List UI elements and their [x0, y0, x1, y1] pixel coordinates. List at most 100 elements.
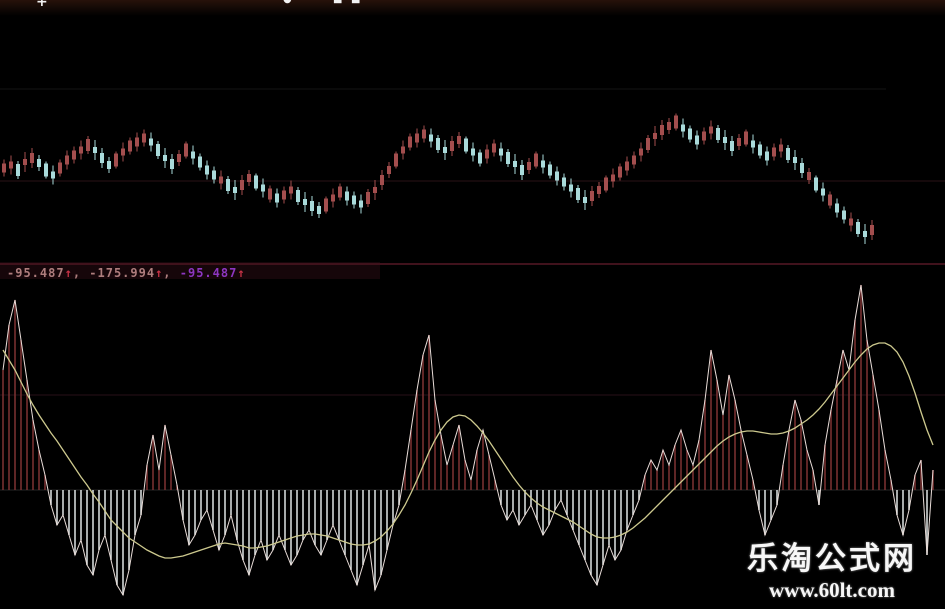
candle-body	[44, 163, 48, 177]
candle-body	[359, 200, 363, 208]
candle-body	[2, 163, 6, 173]
candle-body	[100, 153, 104, 163]
candle-body	[415, 133, 419, 143]
candle-body	[842, 210, 846, 220]
up-arrow-icon: ↑	[155, 266, 164, 280]
candle-body	[380, 175, 384, 185]
candle-body	[93, 147, 97, 153]
candle-body	[534, 153, 538, 167]
candle-body	[464, 138, 468, 152]
candle-body	[513, 161, 517, 167]
candle-body	[653, 133, 657, 139]
candle-body	[254, 175, 258, 189]
candle-body	[401, 146, 405, 154]
candle-body	[198, 156, 202, 168]
toolbar-fragment-strip	[0, 0, 945, 16]
legend-separator: ,	[72, 266, 90, 280]
candle-body	[625, 161, 629, 171]
candle-body	[870, 225, 874, 235]
candle-body	[219, 176, 223, 184]
candle-body	[618, 166, 622, 178]
candle-body	[114, 153, 118, 167]
candle-body	[793, 157, 797, 163]
candle-body	[212, 170, 216, 180]
candle-body	[471, 148, 475, 156]
candle-body	[814, 177, 818, 191]
candle-body	[135, 137, 139, 147]
legend-separator: ,	[163, 266, 180, 280]
candle-body	[121, 148, 125, 156]
candle-body	[170, 159, 174, 169]
candle-body	[569, 184, 573, 192]
candle-body	[856, 222, 860, 234]
candle-body	[478, 152, 482, 164]
candle-body	[590, 191, 594, 201]
candle-body	[604, 177, 608, 191]
candle-body	[772, 147, 776, 157]
candle-body	[338, 186, 342, 198]
candle-body	[296, 190, 300, 202]
candle-body	[205, 165, 209, 175]
candle-body	[821, 188, 825, 196]
candle-body	[268, 188, 272, 200]
candle-body	[716, 128, 720, 140]
candle-body	[786, 148, 790, 160]
square-icon: ■	[333, 0, 342, 5]
up-arrow-icon: ↑	[64, 266, 73, 280]
candle-body	[576, 188, 580, 200]
candle-body	[709, 126, 713, 134]
candle-body	[849, 218, 853, 226]
candle-body	[548, 164, 552, 176]
candle-body	[184, 143, 188, 157]
indicator-ma-line	[2, 342, 934, 559]
candle-body	[156, 144, 160, 156]
legend-value: -95.487	[179, 266, 238, 280]
candle-body	[30, 153, 34, 163]
candle-body	[681, 124, 685, 132]
candle-body	[429, 134, 433, 142]
candle-body	[527, 162, 531, 170]
candle-body	[408, 136, 412, 148]
candle-body	[37, 159, 41, 167]
candle-body	[16, 164, 20, 176]
candle-body	[303, 199, 307, 205]
candle-body	[695, 135, 699, 145]
candle-body	[660, 125, 664, 135]
candle-body	[744, 131, 748, 145]
candle-body	[65, 155, 69, 165]
candle-body	[142, 133, 146, 143]
candle-body	[310, 201, 314, 211]
candle-body	[597, 186, 601, 194]
candle-body	[289, 186, 293, 194]
legend-value: -175.994	[89, 266, 156, 280]
candle-body	[345, 191, 349, 201]
candle-body	[499, 148, 503, 156]
candle-body	[863, 231, 867, 237]
candle-body	[261, 184, 265, 192]
candle-body	[177, 154, 181, 162]
candle-body	[485, 149, 489, 159]
indicator-legend: -95.487↑, -175.994↑, -95.487↑	[7, 266, 246, 281]
candle-body	[737, 138, 741, 146]
candle-body	[751, 140, 755, 148]
candle-body	[646, 138, 650, 150]
candle-body	[730, 141, 734, 151]
candle-body	[394, 153, 398, 167]
candle-body	[324, 198, 328, 212]
candle-body	[562, 177, 566, 187]
candle-body	[765, 151, 769, 161]
candle-body	[23, 159, 27, 165]
plus-icon: +	[36, 0, 48, 10]
candle-body	[520, 165, 524, 175]
candle-body	[149, 138, 153, 146]
watermark-site-url: www.60lt.com	[769, 578, 895, 602]
up-arrow-icon: ↑	[237, 266, 246, 280]
candle-body	[240, 180, 244, 190]
candle-body	[387, 166, 391, 174]
candle-body	[457, 136, 461, 144]
candle-body	[583, 197, 587, 203]
candle-body	[275, 193, 279, 203]
candle-body	[79, 146, 83, 154]
